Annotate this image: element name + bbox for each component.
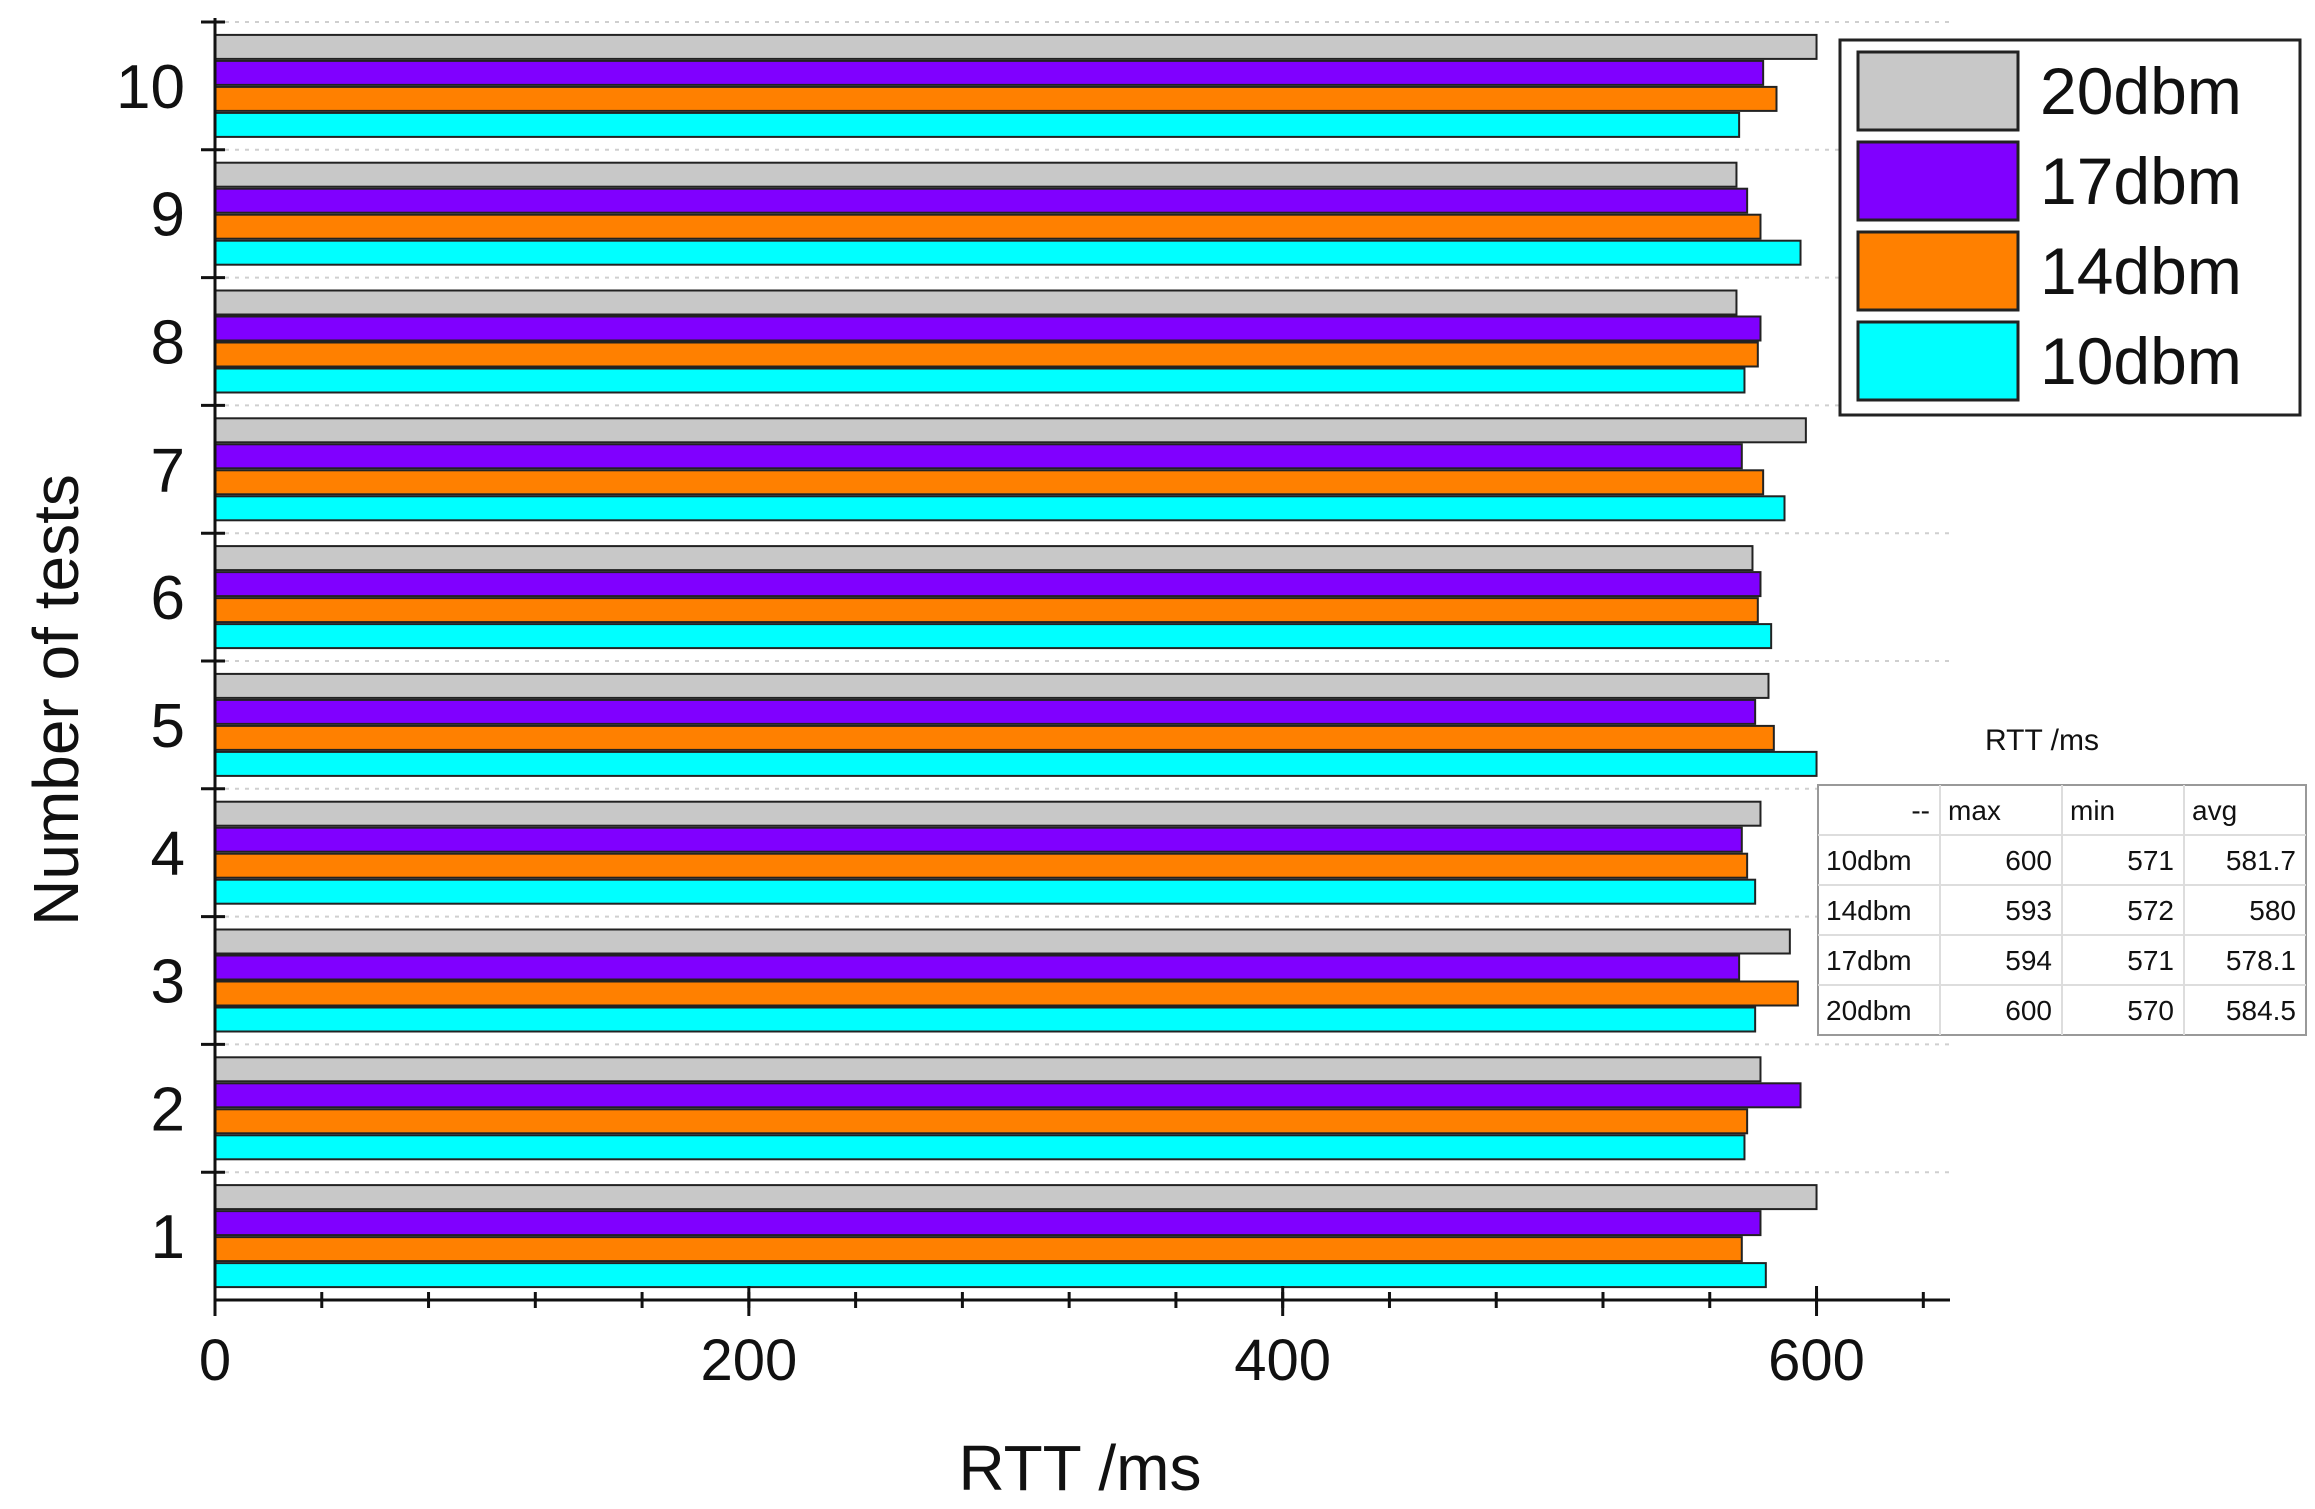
bar-test-9-20dbm	[214, 161, 1738, 188]
bar-test-10-17dbm	[214, 59, 1765, 86]
bar-test-2-17dbm	[214, 1082, 1802, 1109]
table-header-cell: --	[1911, 795, 1930, 826]
table-cell: 584.5	[2226, 995, 2296, 1026]
table-header-cell: avg	[2192, 795, 2237, 826]
bar-test-8-20dbm	[214, 289, 1738, 316]
bar-test-6-20dbm	[214, 545, 1754, 572]
legend-label-20dbm: 20dbm	[2040, 54, 2242, 128]
bar-test-1-17dbm	[214, 1210, 1762, 1237]
axes	[213, 18, 1950, 1302]
x-tick-label: 200	[700, 1328, 797, 1393]
y-tick-label: 7	[151, 436, 185, 505]
y-tick-label: 2	[151, 1075, 185, 1144]
bar-test-7-20dbm	[214, 417, 1807, 444]
bar-test-4-10dbm	[214, 878, 1757, 905]
y-tick-label: 3	[151, 948, 185, 1017]
table-cell: 580	[2249, 895, 2296, 926]
y-tick-label: 9	[151, 181, 185, 250]
y-tick-label: 6	[151, 564, 185, 633]
y-tick-label: 8	[151, 309, 185, 378]
legend-label-10dbm: 10dbm	[2040, 324, 2242, 398]
legend-swatch-17dbm	[1856, 140, 2020, 222]
bar-test-8-10dbm	[214, 367, 1746, 394]
bar-test-10-10dbm	[214, 111, 1741, 138]
bar-test-4-20dbm	[214, 800, 1762, 827]
bar-test-10-20dbm	[214, 33, 1818, 60]
bar-test-5-20dbm	[214, 672, 1770, 699]
bar-test-6-10dbm	[214, 623, 1773, 650]
bar-test-9-10dbm	[214, 239, 1802, 266]
table-title: RTT /ms	[1985, 724, 2099, 757]
legend: 20dbm 17dbm 14dbm 10dbm	[1838, 38, 2302, 417]
bar-test-2-20dbm	[214, 1056, 1762, 1083]
bar-test-8-17dbm	[214, 315, 1762, 342]
tick-marks	[201, 20, 1925, 1316]
bar-test-6-14dbm	[214, 597, 1759, 624]
x-tick-label: 400	[1234, 1328, 1331, 1393]
table-cell: 581.7	[2226, 845, 2296, 876]
table-header-cell: min	[2070, 795, 2115, 826]
table-cell: 571	[2127, 945, 2174, 976]
y-axis-label: Number of tests	[20, 474, 92, 926]
table-header-cell: max	[1948, 795, 2001, 826]
bar-test-7-14dbm	[214, 469, 1765, 496]
legend-label-14dbm: 14dbm	[2040, 234, 2242, 308]
table-cell: 20dbm	[1826, 995, 1912, 1026]
table-cell: 572	[2127, 895, 2174, 926]
bar-test-5-14dbm	[214, 724, 1775, 751]
bar-test-1-14dbm	[214, 1236, 1743, 1263]
bar-test-4-14dbm	[214, 852, 1749, 879]
bar-test-2-14dbm	[214, 1108, 1749, 1135]
table-cell: 14dbm	[1826, 895, 1912, 926]
bar-test-6-17dbm	[214, 571, 1762, 598]
bar-test-1-20dbm	[214, 1184, 1818, 1211]
bar-test-3-10dbm	[214, 1006, 1757, 1033]
table-cell: 17dbm	[1826, 945, 1912, 976]
y-tick-label: 1	[151, 1203, 185, 1272]
bar-test-3-14dbm	[214, 980, 1799, 1007]
bar-test-4-17dbm	[214, 826, 1743, 853]
bar-test-2-10dbm	[214, 1134, 1746, 1161]
legend-swatch-20dbm	[1856, 50, 2020, 132]
bar-test-5-17dbm	[214, 698, 1757, 725]
bar-test-9-14dbm	[214, 213, 1762, 240]
table-cell: 600	[2005, 995, 2052, 1026]
legend-label-17dbm: 17dbm	[2040, 144, 2242, 218]
table-cell: 571	[2127, 845, 2174, 876]
bar-test-9-17dbm	[214, 187, 1749, 214]
y-tick-label: 10	[116, 53, 185, 122]
y-tick-label: 4	[151, 820, 185, 889]
x-tick-label: 0	[199, 1328, 231, 1393]
bar-test-1-10dbm	[214, 1262, 1767, 1289]
x-axis-label: RTT /ms	[959, 1432, 1202, 1504]
table-cell: 570	[2127, 995, 2174, 1026]
table-cell: 600	[2005, 845, 2052, 876]
bars	[214, 33, 1818, 1289]
table-cell: 593	[2005, 895, 2052, 926]
bar-test-5-10dbm	[214, 750, 1818, 777]
x-tick-label: 600	[1768, 1328, 1865, 1393]
table-cell: 594	[2005, 945, 2052, 976]
legend-swatch-14dbm	[1856, 230, 2020, 312]
tick-labels: 1 2 3 4 5 6 7 8 9 10 0 200 400 600	[116, 53, 1865, 1393]
bar-test-3-20dbm	[214, 928, 1791, 955]
y-tick-label: 5	[151, 692, 185, 761]
bar-test-10-14dbm	[214, 85, 1778, 112]
table-cell: 578.1	[2226, 945, 2296, 976]
bar-test-7-10dbm	[214, 495, 1786, 522]
bar-test-3-17dbm	[214, 954, 1741, 981]
legend-swatch-10dbm	[1856, 320, 2020, 402]
summary-table: RTT /ms -- max min avg 10dbm 600 571 581.7 14dbm 5…	[1817, 724, 2307, 1036]
bar-test-8-14dbm	[214, 341, 1759, 368]
bar-test-7-17dbm	[214, 443, 1743, 470]
table-cell: 10dbm	[1826, 845, 1912, 876]
